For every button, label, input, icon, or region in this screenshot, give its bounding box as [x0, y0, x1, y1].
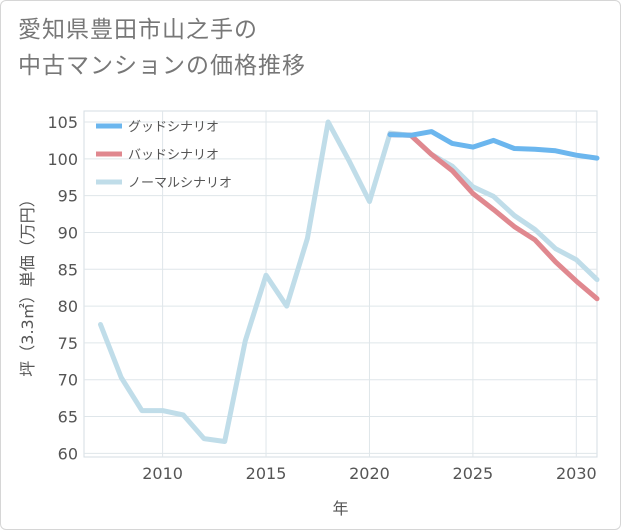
grid-lines	[83, 110, 598, 458]
legend-label-2: ノーマルシナリオ	[128, 176, 232, 191]
chart-title-line1: 愛知県豊田市山之手の	[18, 17, 258, 43]
y-tick-label: 60	[58, 444, 78, 463]
legend-label-0: グッドシナリオ	[128, 120, 219, 135]
y-tick-label: 65	[58, 408, 78, 427]
series-lines	[98, 119, 600, 444]
x-tick-label: 2015	[246, 464, 287, 483]
y-tick-label: 90	[58, 223, 78, 242]
chart-title-line2: 中古マンションの価格推移	[18, 53, 306, 79]
y-axis-ticks: 60 65 70 75 80 85 90 95 100 105	[47, 113, 78, 463]
y-tick-label: 105	[47, 113, 78, 132]
x-tick-label: 2025	[453, 464, 494, 483]
x-tick-label: 2020	[349, 464, 390, 483]
y-tick-label: 100	[47, 150, 78, 169]
x-tick-label: 2030	[556, 464, 597, 483]
y-tick-label: 95	[58, 187, 78, 206]
series-line-0	[387, 129, 600, 161]
x-axis-ticks: 2010 2015 2020 2025 2030	[142, 464, 596, 483]
series-line-1	[387, 132, 600, 302]
x-axis-label: 年	[332, 499, 348, 518]
y-axis-label: 坪（3.3㎡）単価（万円）	[18, 191, 37, 376]
y-tick-label: 85	[58, 260, 78, 279]
series-line-2	[98, 119, 600, 444]
plot-area-border	[83, 110, 598, 458]
y-tick-label: 80	[58, 297, 78, 316]
y-tick-label: 75	[58, 334, 78, 353]
y-tick-label: 70	[58, 371, 78, 390]
x-tick-label: 2010	[142, 464, 183, 483]
chart-title: 愛知県豊田市山之手の 中古マンションの価格推移	[18, 12, 306, 84]
legend-label-1: バッドシナリオ	[128, 148, 219, 163]
